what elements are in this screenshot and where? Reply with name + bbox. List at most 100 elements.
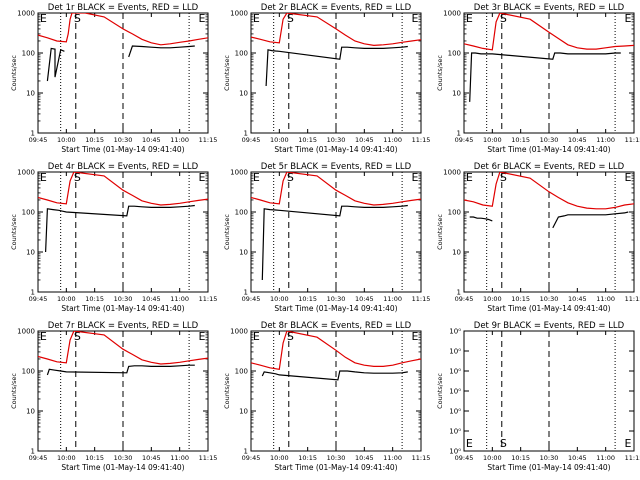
x-tick-label: 11:00 xyxy=(596,136,615,144)
x-tick-label: 11:15 xyxy=(199,295,218,303)
x-axis-label: Start Time (01-May-14 09:41:40) xyxy=(274,304,397,313)
y-axis-label: Counts/sec xyxy=(10,55,18,91)
x-tick-label: 10:30 xyxy=(327,295,346,303)
lld-series-line xyxy=(251,331,421,370)
x-axis-label: Start Time (01-May-14 09:41:40) xyxy=(61,304,184,313)
event-marker-label: E xyxy=(466,437,473,450)
x-tick-label: 10:15 xyxy=(85,136,104,144)
y-axis-label: Counts/sec xyxy=(436,373,444,409)
x-tick-label: 09:45 xyxy=(29,136,48,144)
x-tick-label: 11:15 xyxy=(625,136,640,144)
y-axis-label: Counts/sec xyxy=(10,214,18,250)
event-marker-label: E xyxy=(412,330,419,343)
x-tick-label: 10:45 xyxy=(142,454,161,462)
y-tick-label: 1 xyxy=(457,289,461,297)
y-tick-label: 10⁰ xyxy=(449,388,461,396)
x-tick-label: 09:45 xyxy=(455,136,474,144)
lld-series-line xyxy=(251,13,421,47)
y-tick-label: 1 xyxy=(31,130,35,138)
chart-title: Det 7r BLACK = Events, RED = LLD xyxy=(48,321,199,331)
y-tick-label: 10 xyxy=(239,249,248,257)
events-series-line xyxy=(469,52,621,102)
x-tick-label: 10:00 xyxy=(57,295,76,303)
y-tick-label: 100 xyxy=(22,368,35,376)
x-tick-label: 09:45 xyxy=(242,454,261,462)
event-marker-label: S xyxy=(500,171,507,184)
y-tick-label: 10 xyxy=(26,408,35,416)
x-tick-label: 10:45 xyxy=(142,295,161,303)
x-tick-label: 11:00 xyxy=(383,295,402,303)
event-marker-label: S xyxy=(500,437,507,450)
x-tick-label: 11:00 xyxy=(383,136,402,144)
x-tick-label: 11:00 xyxy=(383,454,402,462)
y-axis-label: Counts/sec xyxy=(436,214,444,250)
y-tick-label: 1 xyxy=(244,289,248,297)
chart-title: Det 1r BLACK = Events, RED = LLD xyxy=(48,3,199,13)
x-tick-label: 10:30 xyxy=(327,136,346,144)
x-tick-label: 10:00 xyxy=(270,454,289,462)
x-tick-label: 10:30 xyxy=(114,295,133,303)
event-marker-label: E xyxy=(625,171,632,184)
y-tick-label: 1000 xyxy=(17,328,35,336)
x-tick-label: 09:45 xyxy=(455,454,474,462)
x-tick-label: 10:00 xyxy=(57,136,76,144)
y-tick-label: 1 xyxy=(244,130,248,138)
x-tick-label: 10:30 xyxy=(540,136,559,144)
chart-title: Det 8r BLACK = Events, RED = LLD xyxy=(261,321,412,331)
event-marker-label: E xyxy=(199,171,206,184)
y-axis-label: Counts/sec xyxy=(223,55,231,91)
x-tick-label: 10:15 xyxy=(85,295,104,303)
x-tick-label: 11:15 xyxy=(625,295,640,303)
event-marker-label: E xyxy=(412,12,419,25)
x-tick-label: 10:15 xyxy=(298,136,317,144)
y-axis-label: Counts/sec xyxy=(223,214,231,250)
x-tick-label: 10:30 xyxy=(540,454,559,462)
lld-series-line xyxy=(464,13,634,51)
y-tick-label: 1 xyxy=(457,130,461,138)
lld-series-line xyxy=(38,172,208,206)
x-tick-label: 10:45 xyxy=(142,136,161,144)
x-tick-label: 11:15 xyxy=(625,454,640,462)
x-tick-label: 10:45 xyxy=(568,295,587,303)
x-axis-label: Start Time (01-May-14 09:41:40) xyxy=(487,304,610,313)
y-tick-label: 1 xyxy=(31,289,35,297)
y-tick-label: 10 xyxy=(239,408,248,416)
event-marker-label: S xyxy=(287,171,294,184)
y-tick-label: 10 xyxy=(452,249,461,257)
chart-title: Det 2r BLACK = Events, RED = LLD xyxy=(261,3,412,13)
y-tick-label: 1 xyxy=(31,448,35,456)
x-tick-label: 10:30 xyxy=(114,454,133,462)
y-tick-label: 10 xyxy=(26,90,35,98)
y-tick-label: 1000 xyxy=(443,169,461,177)
event-marker-label: S xyxy=(287,12,294,25)
events-series-line xyxy=(46,45,195,82)
x-tick-label: 09:45 xyxy=(242,295,261,303)
event-marker-label: E xyxy=(466,171,473,184)
y-tick-label: 10⁰ xyxy=(449,408,461,416)
event-marker-label: S xyxy=(74,330,81,343)
event-marker-label: E xyxy=(40,12,47,25)
y-tick-label: 1000 xyxy=(443,10,461,18)
x-tick-label: 11:15 xyxy=(199,136,218,144)
x-tick-label: 11:00 xyxy=(170,136,189,144)
y-tick-label: 100 xyxy=(22,50,35,58)
lld-series-line xyxy=(464,172,634,210)
y-tick-label: 10⁰ xyxy=(449,348,461,356)
y-tick-label: 10⁰ xyxy=(449,368,461,376)
x-tick-label: 10:45 xyxy=(355,454,374,462)
events-series-line xyxy=(261,204,408,281)
x-axis-label: Start Time (01-May-14 09:41:40) xyxy=(487,463,610,472)
x-tick-label: 10:30 xyxy=(114,136,133,144)
x-tick-label: 10:45 xyxy=(568,454,587,462)
events-series-line xyxy=(265,45,408,87)
x-tick-label: 10:00 xyxy=(483,136,502,144)
event-marker-label: E xyxy=(625,437,632,450)
y-axis-label: Counts/sec xyxy=(436,55,444,91)
event-marker-label: E xyxy=(412,171,419,184)
y-tick-label: 100 xyxy=(235,368,248,376)
y-tick-label: 100 xyxy=(22,209,35,217)
x-tick-label: 11:15 xyxy=(412,454,431,462)
x-axis-label: Start Time (01-May-14 09:41:40) xyxy=(61,145,184,154)
x-tick-label: 09:45 xyxy=(455,295,474,303)
